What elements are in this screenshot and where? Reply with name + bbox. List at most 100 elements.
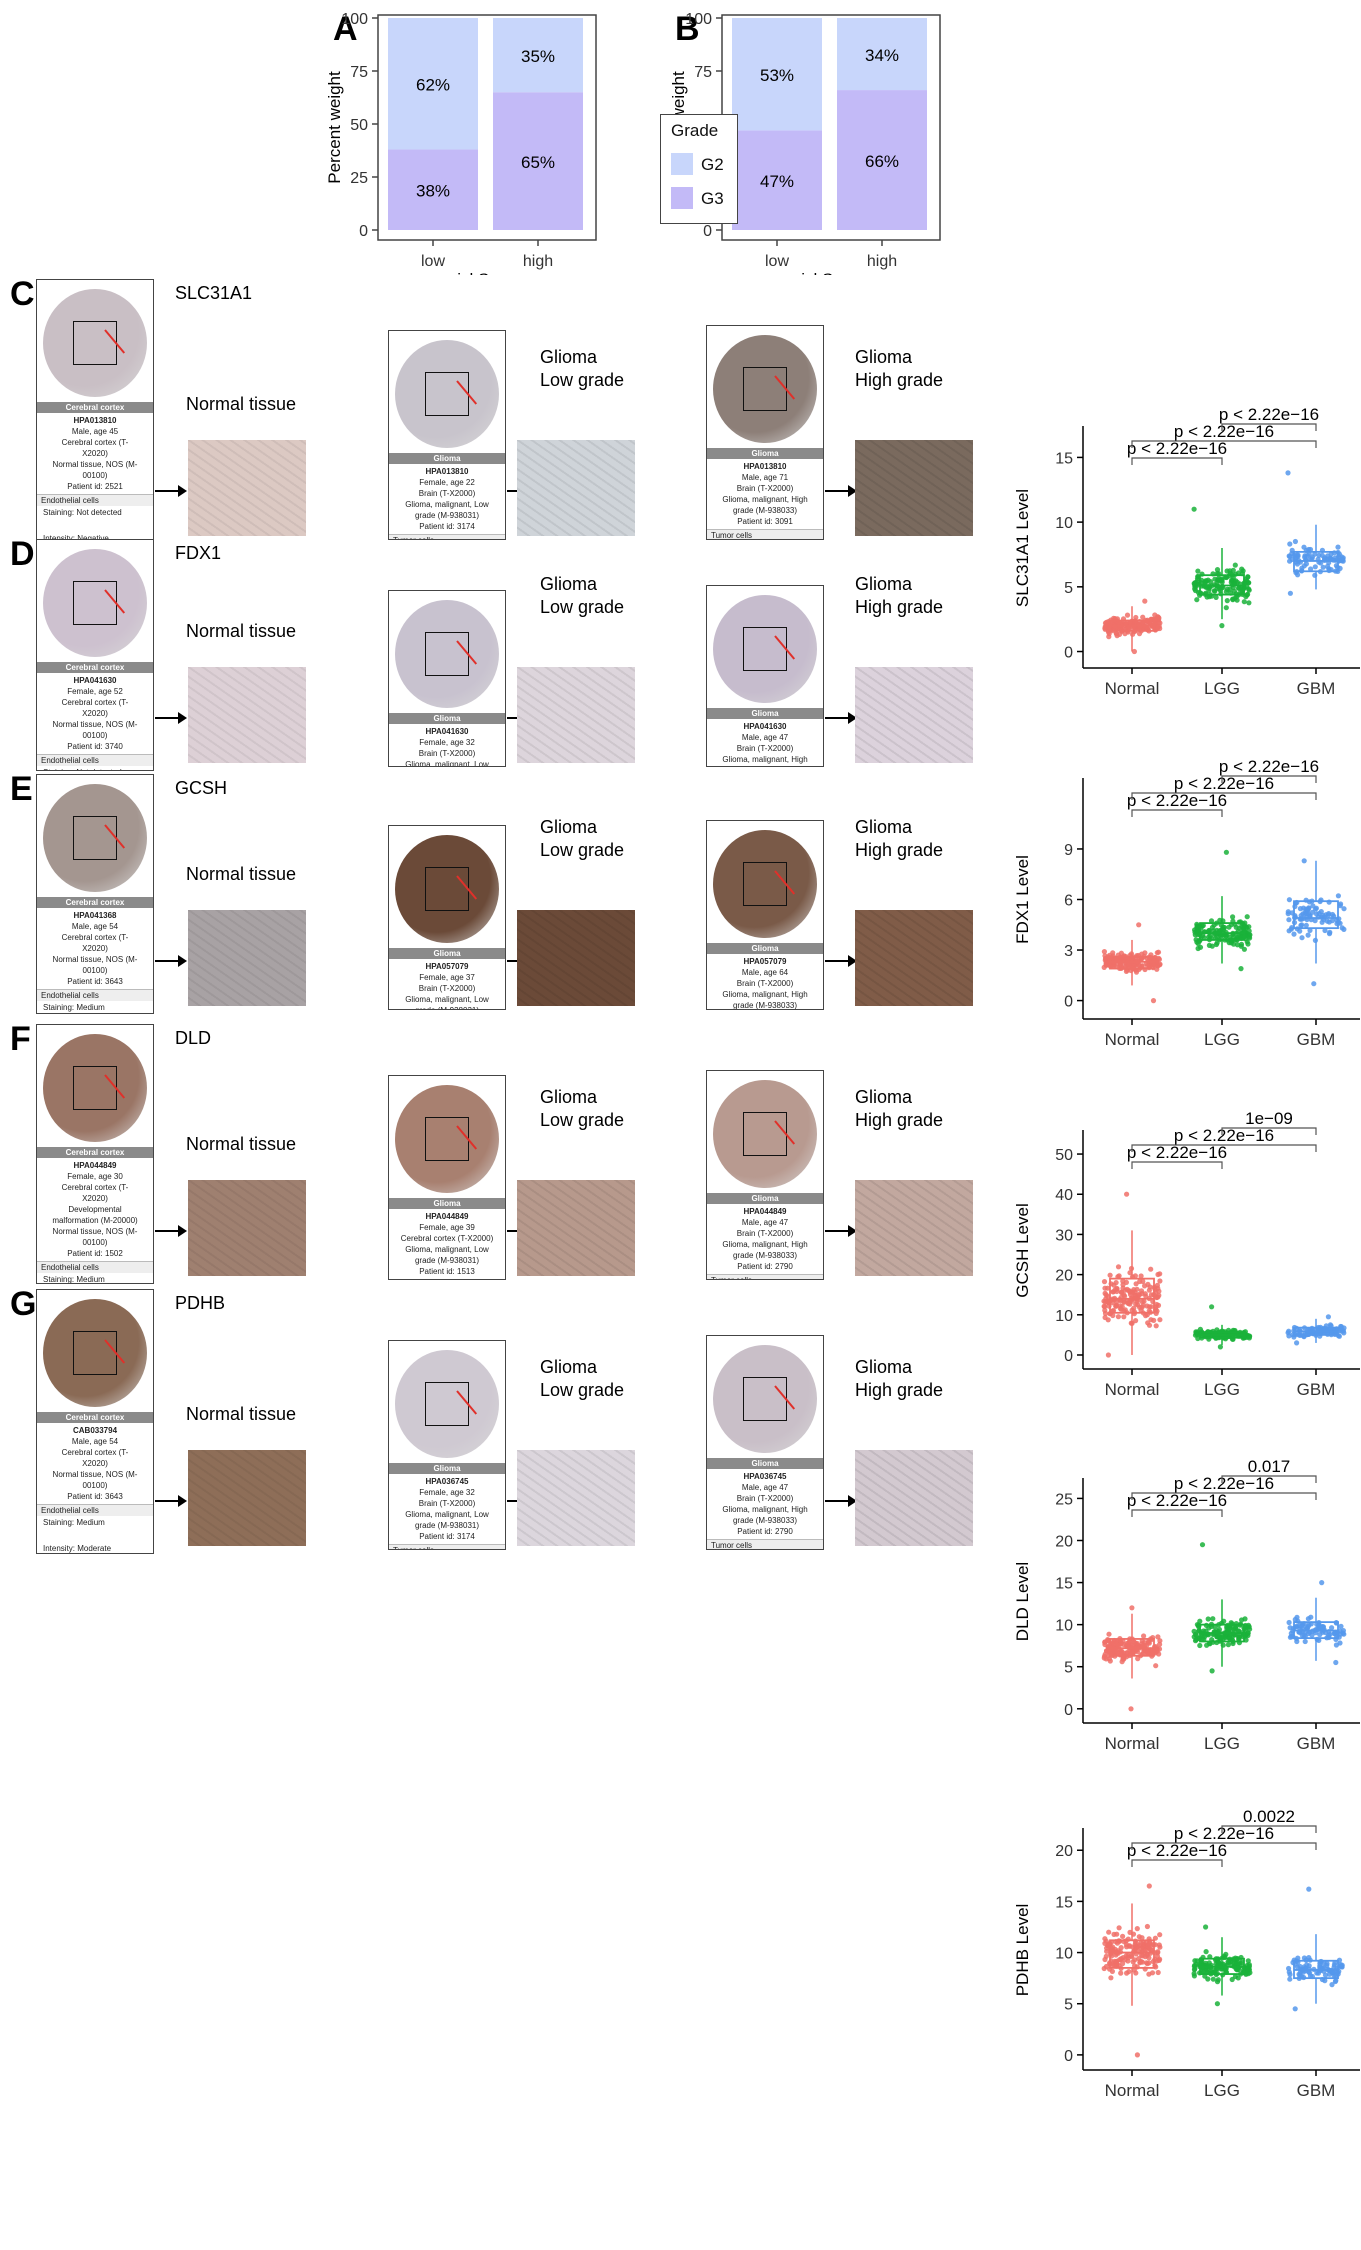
bar-g3 [388, 149, 478, 230]
data-point [1286, 1965, 1292, 1972]
normal-info-line: malformation (M-20000) [52, 1216, 138, 1225]
comparison-label: p < 2.22e−16 [1127, 1143, 1227, 1162]
x-tick-label: GBM [1297, 1030, 1336, 1049]
data-point [1145, 1942, 1151, 1948]
data-point [1148, 1292, 1154, 1298]
data-point [1203, 1949, 1209, 1955]
high-grade-section-header: Tumor cells [707, 529, 823, 539]
data-point [1218, 585, 1224, 591]
normal-section-row: Staining: Not detected [43, 508, 122, 517]
data-point [1210, 1616, 1216, 1622]
comparison-bracket [1221, 1127, 1317, 1135]
normal-tissue-caption: Normal tissue [186, 621, 297, 641]
data-point [1209, 1304, 1215, 1310]
data-point [1326, 899, 1332, 905]
low-grade-section-header: Tumor cells [389, 1279, 505, 1280]
high-grade-card: Glioma HPA057079 Male, age 64 Brain (T-X200… [706, 820, 824, 1010]
data-point [1106, 1929, 1112, 1935]
data-point [1287, 541, 1293, 547]
y-tick-label: 0 [1064, 1348, 1073, 1365]
data-point [1223, 589, 1229, 595]
y-tick-label: 3 [1064, 943, 1073, 960]
data-point [1155, 624, 1161, 630]
low-grade-tissue-core [395, 340, 499, 448]
y-tick-label: 25 [350, 170, 368, 187]
data-point [1292, 538, 1298, 545]
comparison-label: p < 2.22e−16 [1174, 1474, 1274, 1493]
data-point [1192, 1958, 1198, 1964]
comparison-label: p < 2.22e−16 [1127, 791, 1227, 810]
normal-info-line: Patient id: 1502 [67, 1249, 123, 1258]
data-point [1236, 585, 1242, 591]
y-tick-label: 75 [350, 64, 368, 81]
high-grade-info-line: Male, age 47 [741, 1483, 789, 1492]
data-point [1244, 914, 1250, 920]
bar-label-g2: 53% [760, 66, 794, 85]
x-tick-label: GBM [1297, 679, 1336, 698]
x-tick-label: high [867, 253, 897, 270]
normal-tissue-core [43, 549, 147, 657]
normal-section-header: Endothelial cells [37, 754, 153, 766]
low-grade-patient-info: HPA013810 Female, age 22 Brain (T-X2000) Gl… [389, 464, 505, 534]
low-grade-info-line: Cerebral cortex (T-X2000) [400, 1234, 494, 1243]
data-point [1142, 1291, 1148, 1297]
data-point [1123, 1279, 1129, 1285]
normal-section-header: Endothelial cells [37, 1261, 153, 1273]
normal-tissue-image [188, 667, 306, 763]
data-point [1101, 949, 1107, 955]
normal-info-line: X2020) [82, 944, 108, 953]
data-point [1101, 1279, 1108, 1285]
data-point [1326, 931, 1333, 937]
data-point [1131, 648, 1137, 655]
data-point [1154, 1648, 1160, 1654]
low-grade-tissue-core [395, 1085, 499, 1193]
normal-tissue-core-thumbnail [43, 1029, 147, 1147]
x-tick-label: high [523, 253, 553, 270]
data-point [1106, 1631, 1112, 1637]
data-point [1247, 1626, 1253, 1632]
low-grade-zoom-box [425, 1382, 469, 1426]
high-grade-card: Glioma HPA013810 Male, age 71 Brain (T-X200… [706, 325, 824, 540]
low-grade-info-line: Glioma, malignant, Low [405, 500, 489, 509]
data-point [1191, 1973, 1197, 1979]
low-grade-tissue-image [517, 667, 635, 763]
data-point [1210, 1976, 1216, 1982]
y-axis-title: Percent weight [325, 71, 344, 184]
comparison-label: p < 2.22e−16 [1127, 439, 1227, 458]
data-point [1333, 1659, 1339, 1666]
normal-info-line: 00100) [82, 966, 108, 975]
comparison-bracket [1131, 1842, 1317, 1850]
data-point [1122, 1957, 1128, 1963]
data-point [1202, 579, 1208, 586]
data-point [1238, 941, 1245, 948]
data-point [1205, 1616, 1211, 1622]
normal-tissue-core [43, 289, 147, 397]
data-point [1192, 1631, 1199, 1637]
data-point [1105, 1637, 1111, 1643]
normal-tissue-core-thumbnail [43, 544, 147, 662]
panel-label-a: A [333, 10, 358, 48]
data-point [1246, 934, 1252, 940]
data-point [1206, 928, 1212, 934]
panel-label-c: C [10, 275, 35, 313]
low-grade-antibody-id: HPA041630 [425, 727, 469, 736]
data-point [1121, 1314, 1127, 1320]
comparison-bracket [1131, 809, 1223, 817]
high-grade-antibody-id: HPA044849 [743, 1207, 787, 1216]
bar-g3 [493, 92, 583, 230]
data-point [1307, 1973, 1314, 1979]
data-point [1202, 1633, 1208, 1639]
data-point [1102, 1314, 1108, 1321]
data-point [1124, 1650, 1130, 1656]
data-point [1138, 1288, 1145, 1294]
data-point [1125, 1300, 1131, 1306]
data-point [1118, 1306, 1124, 1312]
data-point [1221, 1953, 1227, 1959]
high-grade-info-line: grade (M-938033) [732, 506, 798, 515]
data-point [1292, 1616, 1298, 1623]
low-grade-tissue-core-thumbnail [395, 830, 499, 948]
low-grade-info-line: grade (M-938031) [414, 1256, 480, 1265]
high-grade-tissue-strip: Glioma [707, 448, 823, 459]
data-point [1301, 563, 1307, 569]
low-grade-patient-info: HPA044849 Female, age 39 Cerebral cortex (… [389, 1209, 505, 1279]
